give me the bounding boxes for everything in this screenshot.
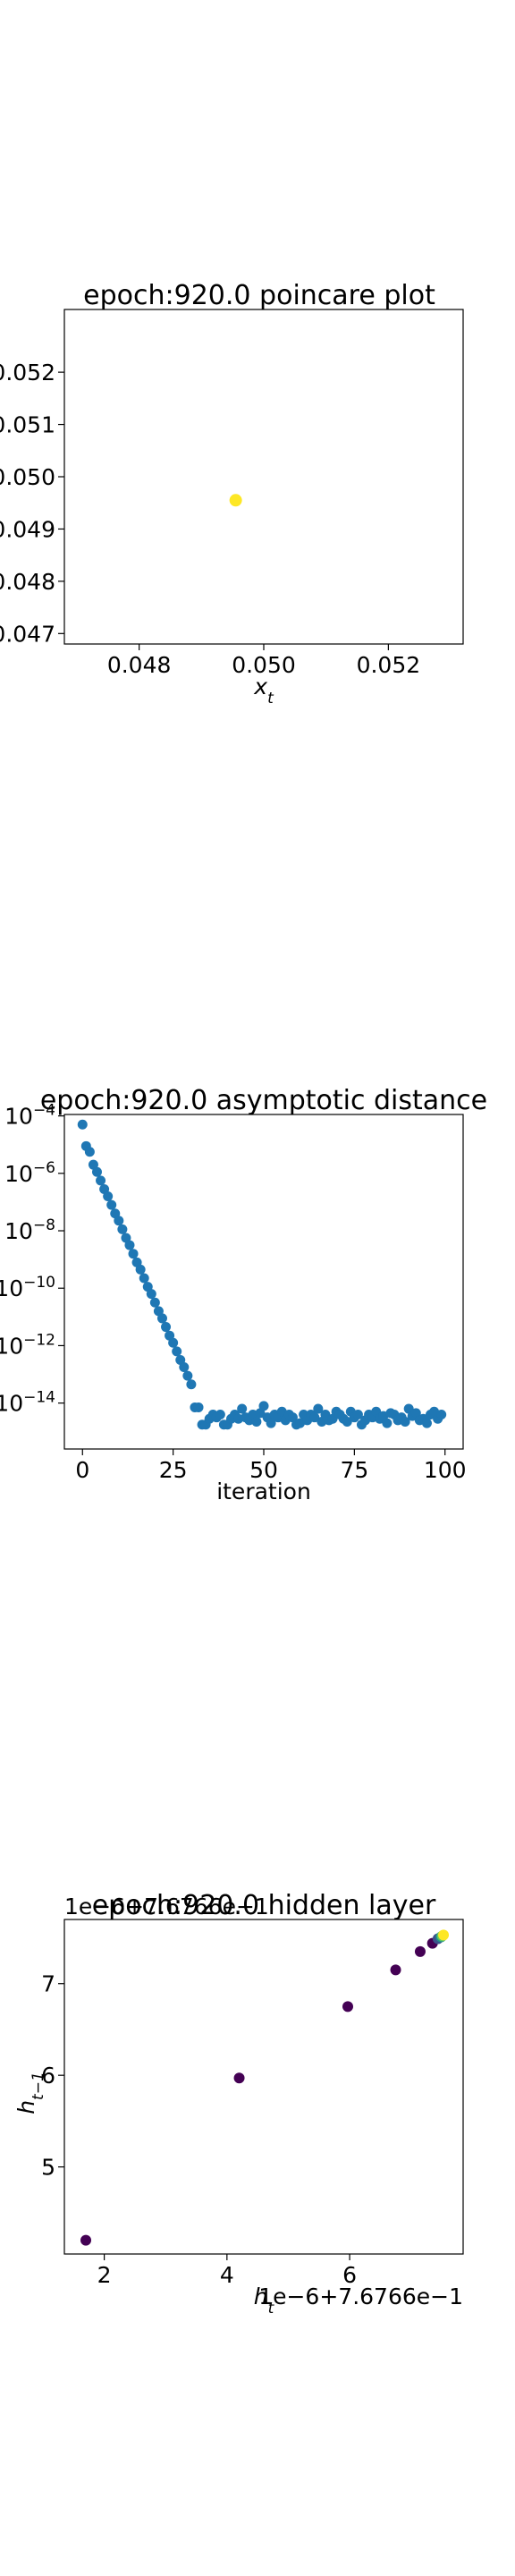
data-point — [309, 1412, 320, 1423]
data-point — [342, 2001, 354, 2012]
distance-plot-frame — [63, 1114, 464, 1450]
x-tick-label: 0 — [75, 1457, 89, 1483]
data-point — [193, 1402, 204, 1412]
x-tick-label: 0.052 — [357, 652, 421, 678]
data-point — [258, 1401, 269, 1411]
data-point — [77, 1119, 88, 1130]
x-tick-label: 0.048 — [107, 652, 172, 678]
y-tick-label: 7 — [41, 1971, 55, 1997]
data-point — [266, 1418, 276, 1428]
x-tick-label: 100 — [424, 1457, 467, 1483]
y-tick-label: 10−10 — [0, 1274, 55, 1301]
poincare-chart: epoch:920.0 poincare plot 0.048 0.050 0.05… — [0, 280, 464, 708]
y-tick-label: 10−8 — [4, 1216, 55, 1244]
y-tick-label: 10−4 — [4, 1102, 55, 1130]
data-point — [438, 1929, 450, 1941]
hidden-layer-y-ticks: 5 6 7 — [41, 1971, 64, 2181]
data-point — [146, 1289, 156, 1300]
data-point — [161, 1322, 172, 1333]
data-point — [96, 1175, 106, 1186]
y-tick-label: 10−14 — [0, 1389, 55, 1417]
y-tick-label: 6 — [41, 2063, 55, 2089]
data-point — [229, 494, 242, 507]
data-point — [106, 1199, 117, 1210]
data-point — [124, 1240, 135, 1250]
data-point — [342, 1417, 352, 1428]
y-tick-label: 5 — [41, 2155, 55, 2181]
y-tick-label: 0.051 — [0, 412, 55, 438]
data-point — [84, 1147, 95, 1157]
distance-title: epoch:920.0 asymptotic distance — [40, 1085, 487, 1116]
distance-x-label: iteration — [216, 1479, 311, 1504]
data-point — [103, 1191, 114, 1201]
hidden-layer-title: epoch:920.0 hidden layer — [92, 1890, 436, 1921]
data-point — [313, 1403, 324, 1414]
data-point — [80, 2234, 92, 2246]
y-tick-label: 0.050 — [0, 464, 55, 490]
data-point — [91, 1166, 102, 1177]
poincare-y-ticks: 0.047 0.048 0.049 0.050 0.051 0.052 — [0, 360, 64, 647]
poincare-plot-frame — [63, 309, 464, 645]
x-tick-label: 2 — [97, 2262, 112, 2288]
x-tick-label: 75 — [340, 1457, 368, 1483]
data-point — [237, 1403, 248, 1414]
data-point — [182, 1370, 193, 1381]
data-point — [149, 1297, 160, 1308]
x-tick-label: 0.050 — [232, 652, 296, 678]
x-tick-label: 25 — [159, 1457, 188, 1483]
distance-y-ticks: 10−4 10−6 10−8 10−10 10−12 10−14 — [0, 1102, 64, 1417]
data-point — [128, 1249, 139, 1259]
hidden-layer-x-label: ht — [254, 2284, 275, 2318]
y-tick-label: 0.049 — [0, 516, 55, 542]
data-point — [215, 1409, 225, 1419]
distance-points — [77, 1119, 447, 1430]
hidden-layer-points — [80, 1929, 450, 2246]
y-tick-label: 0.052 — [0, 360, 55, 386]
data-point — [436, 1409, 447, 1419]
y-tick-label: 10−6 — [4, 1159, 55, 1187]
y-tick-label: 0.048 — [0, 569, 55, 595]
poincare-points — [229, 494, 242, 507]
poincare-x-label: xt — [253, 674, 274, 708]
data-point — [382, 1418, 393, 1428]
data-point — [233, 2072, 245, 2084]
data-point — [414, 1945, 426, 1957]
hidden-layer-x-offset: 1e−6+7.6766e−1 — [258, 2284, 463, 2309]
data-point — [390, 1964, 401, 1976]
distance-chart: epoch:920.0 asymptotic distance 0 25 50 75 1… — [0, 1085, 487, 1504]
data-point — [168, 1337, 179, 1348]
hidden-layer-y-offset: 1e−6+7.6766e−1 — [64, 1894, 269, 1919]
hidden-layer-plot-frame — [63, 1919, 464, 2255]
data-point — [172, 1346, 182, 1357]
x-tick-label: 50 — [249, 1457, 278, 1483]
data-point — [352, 1409, 363, 1419]
x-tick-label: 6 — [342, 2262, 357, 2288]
x-tick-label: 4 — [220, 2262, 234, 2288]
distance-x-ticks: 0 25 50 75 100 — [75, 1449, 467, 1483]
hidden-layer-chart: epoch:920.0 hidden layer 1e−6+7.6766e−1 … — [13, 1890, 464, 2318]
poincare-title: epoch:920.0 poincare plot — [83, 280, 435, 311]
data-point — [186, 1379, 197, 1390]
data-point — [421, 1418, 432, 1428]
y-tick-label: 10−12 — [0, 1331, 55, 1359]
hidden-layer-x-ticks: 2 4 6 — [97, 2254, 357, 2288]
data-point — [251, 1417, 262, 1428]
data-point — [179, 1362, 190, 1373]
data-point — [117, 1224, 128, 1234]
data-point — [156, 1313, 167, 1324]
data-point — [139, 1273, 149, 1284]
data-point — [114, 1216, 124, 1226]
hidden-layer-y-label: ht−1 — [13, 2072, 47, 2114]
data-point — [400, 1417, 410, 1428]
poincare-x-ticks: 0.048 0.050 0.052 — [107, 644, 420, 678]
y-tick-label: 0.047 — [0, 621, 55, 647]
data-point — [135, 1264, 146, 1275]
